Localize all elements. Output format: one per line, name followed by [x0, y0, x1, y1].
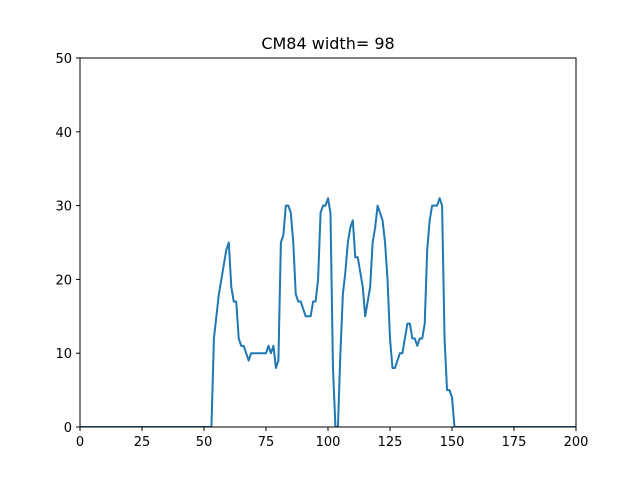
x-tick-label: 100 [316, 435, 341, 450]
x-tick-label: 125 [378, 435, 403, 450]
x-tick-label: 75 [258, 435, 275, 450]
chart-title: CM84 width= 98 [261, 34, 394, 53]
x-tick-label: 150 [440, 435, 465, 450]
y-tick-label: 30 [55, 200, 72, 215]
x-tick-label: 50 [196, 435, 213, 450]
axes: 0 25 50 75 100 125 150 175 200 0 10 20 30 40 50 [55, 52, 588, 450]
y-tick-label: 20 [55, 273, 72, 288]
x-tick-label: 175 [502, 435, 527, 450]
x-tick-label: 25 [134, 435, 151, 450]
series-line-1 [80, 197, 576, 427]
y-tick-label: 0 [64, 421, 72, 436]
y-tick-label: 40 [55, 126, 72, 141]
x-tick-label: 200 [564, 435, 589, 450]
y-tick-label: 10 [55, 347, 72, 362]
plot-area [80, 197, 576, 427]
x-tick-label: 0 [76, 435, 84, 450]
y-tick-label: 50 [55, 52, 72, 67]
